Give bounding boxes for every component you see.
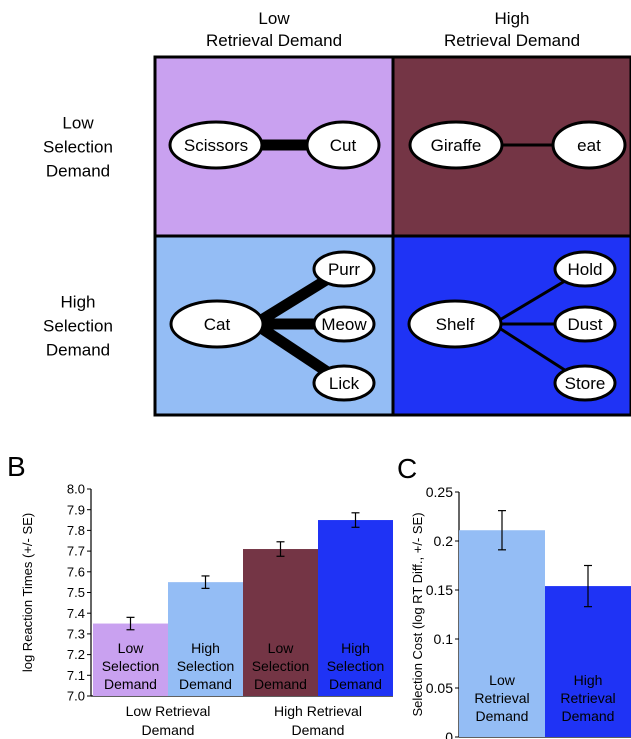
y-tick-label: 7.9 [67,502,85,517]
bar-label: Demand [179,676,232,692]
bar-label: Low [268,640,295,656]
y-tick-label: 0.05 [426,680,453,696]
row-header-line: Selection [43,138,113,157]
column-header-line: Retrieval Demand [444,31,580,50]
group-label: Demand [292,722,345,738]
column-header-line: Retrieval Demand [206,31,342,50]
y-tick-label: 7.1 [67,668,85,683]
row-header-line: Demand [46,162,110,181]
target-word-label: Lick [329,374,360,393]
y-tick-label: 7.6 [67,564,85,579]
cue-word-label: Giraffe [431,136,482,155]
y-axis-label: log Reaction Times (+/- SE) [20,513,35,672]
y-tick-label: 7.0 [67,689,85,704]
bar-label: Demand [562,708,615,724]
grid-cell: Shelf Hold Dust Store [393,236,631,415]
y-tick-label: 0.25 [426,484,453,500]
cue-word-label: Cat [204,315,231,334]
bar-label: Demand [329,676,382,692]
bar-label: Selection [252,658,310,674]
bar-label: High [341,640,370,656]
bar-label: Retrieval [560,690,615,706]
cue-word-label: Scissors [184,136,248,155]
y-tick-label: 0.15 [426,582,453,598]
row-header-line: Demand [46,341,110,360]
y-tick-label: 7.5 [67,585,85,600]
panel-label: B [7,451,26,482]
bar-label: Demand [104,676,157,692]
panel-label: C [397,453,417,484]
y-tick-label: 7.7 [67,544,85,559]
target-word-label: Purr [328,260,360,279]
bar-label: Low [118,640,145,656]
cue-word-label: Shelf [436,315,475,334]
selection-cost-chart: C Selection Cost (log RT Diff., +/- SE) 0 0… [395,445,631,739]
y-tick-label: 7.8 [67,523,85,538]
y-tick-label: 7.4 [67,606,85,621]
column-header-line: Low [258,9,290,28]
y-axis-label: Selection Cost (log RT Diff., +/- SE) [410,512,425,716]
target-word-label: Dust [568,315,603,334]
y-tick-label: 0 [445,729,453,739]
y-tick-label: 7.3 [67,626,85,641]
target-word-label: Hold [568,260,603,279]
grid-cell: Scissors Cut [155,57,393,236]
bar-label: High [574,672,603,688]
bar-label: Low [489,672,516,688]
group-label: Low Retrieval [126,703,211,719]
bar-label: Demand [476,708,529,724]
bar-label: Retrieval [474,690,529,706]
concept-grid-panel: Low Retrieval Demand High Retrieval Demand L… [0,0,631,425]
group-label: Demand [142,722,195,738]
bar-label: Selection [327,658,385,674]
grid-cell: Cat Purr Meow Lick [155,236,393,415]
bar-label: High [191,640,220,656]
target-word-label: Cut [330,136,357,155]
grid-cell: Giraffe eat [393,57,631,236]
target-word-label: Meow [321,315,367,334]
y-tick-label: 7.2 [67,647,85,662]
group-label: High Retrieval [274,703,362,719]
row-header-line: Low [62,114,94,133]
target-word-label: eat [577,136,601,155]
column-header-line: High [495,9,530,28]
target-word-label: Store [565,374,606,393]
y-tick-label: 0.1 [434,631,454,647]
bar-label: Selection [102,658,160,674]
row-header-line: Selection [43,317,113,336]
bar-label: Demand [254,676,307,692]
y-tick-label: 0.2 [434,533,454,549]
y-tick-label: 8.0 [67,482,85,497]
bar-label: Selection [177,658,235,674]
row-header-line: High [61,293,96,312]
